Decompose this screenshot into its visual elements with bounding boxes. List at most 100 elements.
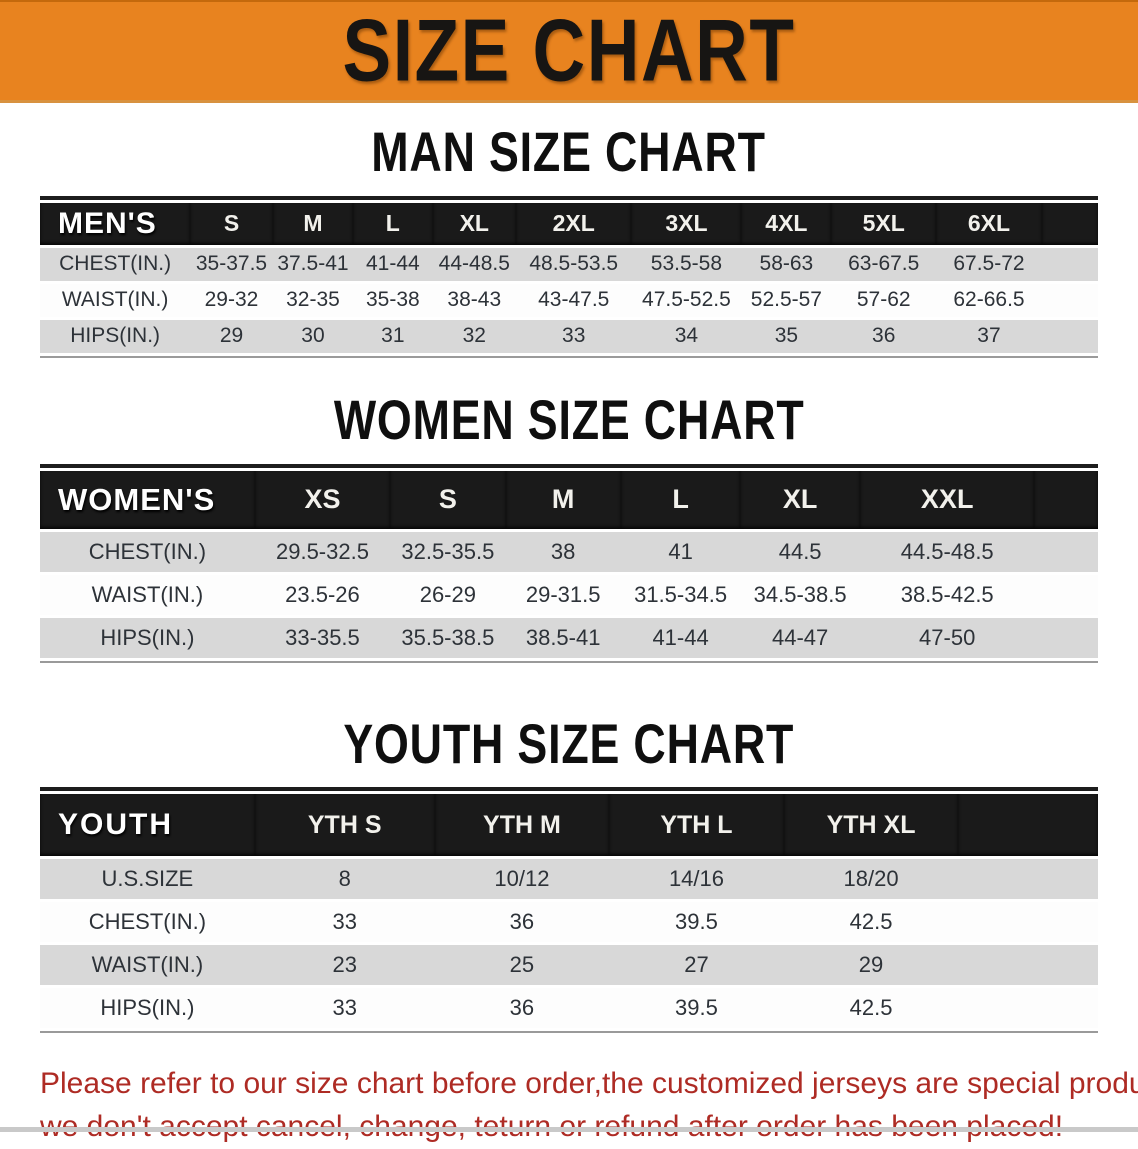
size-value-cell: 29.5-32.5 [275,538,369,564]
size-value-cell: 26-29 [419,581,476,607]
filler-cell [1042,320,1098,353]
size-column-header: XS [254,470,391,529]
size-value-cell: 29-31.5 [525,581,601,607]
size-header-row: YOUTH YTH S YTH M YTH L YTH XL [40,794,1098,857]
size-value-cell: 47.5-52.5 [642,288,731,312]
size-value-cell: 23.5-26 [285,581,360,607]
size-value-cell: 8 [338,866,351,892]
size-column-header: M [272,202,354,245]
size-column-header: YTH S [254,794,435,857]
size-value-cell: 39.5 [675,909,718,935]
size-value-cell: 27 [684,952,709,978]
size-value-cell: 36 [509,909,535,935]
size-value-cell: 29 [858,952,884,978]
size-value-cell: 41 [668,538,693,564]
row-label: WAIST(IN.) [91,952,204,978]
table-corner-label: MEN'S [40,202,191,245]
size-value-cell: 33 [562,324,586,348]
filler-cell [1034,618,1098,658]
size-value-cell: 32-35 [286,288,340,312]
table-corner-label: WOMEN'S [40,470,255,529]
women-size-table: WOMEN'S XS S M L XL XXL CHEST(IN.) 29.5-32.5 32.5… [40,463,1098,663]
size-column-header: XL [740,470,860,529]
table-row: HIPS(IN.) 29 30 31 32 33 34 35 36 37 [40,319,1098,353]
row-label: HIPS(IN.) [100,624,195,650]
youth-size-table: YOUTH YTH S YTH M YTH L YTH XL U.S.SIZE 8 10/12… [40,787,1098,1034]
table-row: WAIST(IN.) 29-32 32-35 35-38 38-43 43-47.5 47.… [40,283,1098,317]
size-column-header: YTH M [434,794,610,857]
size-header-row: WOMEN'S XS S M L XL XXL [40,470,1098,529]
size-value-cell: 37.5-41 [277,252,349,276]
size-value-cell: 33 [332,909,357,935]
size-value-cell: 35 [774,324,799,348]
size-column-header: XXL [859,470,1035,529]
size-value-cell: 58-63 [759,252,814,276]
size-value-cell: 35-37.5 [195,252,268,276]
table-row: CHEST(IN.) 33 36 39.5 42.5 [40,902,1098,943]
size-value-cell: 38.5-41 [525,624,601,650]
size-value-cell: 32.5-35.5 [401,538,495,564]
banner-title: SIZE CHART [342,1,796,100]
size-value-cell: 38-43 [447,288,502,312]
size-value-cell: 52.5-57 [750,288,822,312]
size-column-header: YTH XL [783,794,959,857]
filler-cell [958,794,1098,857]
size-column-header: L [620,470,741,529]
table-row: HIPS(IN.) 33 36 39.5 42.5 [40,988,1098,1029]
size-value-cell: 32 [462,324,486,348]
table-row: WAIST(IN.) 23 25 27 29 [40,945,1098,986]
size-value-cell: 43-47.5 [538,288,610,312]
size-column-header: S [190,202,273,245]
size-value-cell: 44-47 [771,624,829,650]
size-value-cell: 14/16 [668,866,724,892]
size-value-cell: 23 [332,952,357,978]
row-label: WAIST(IN.) [61,288,169,312]
size-value-cell: 39.5 [675,995,718,1021]
size-value-cell: 36 [872,324,896,348]
size-value-cell: 29-32 [204,288,259,312]
table-row: CHEST(IN.) 29.5-32.5 32.5-35.5 38 41 44.5 44.5… [40,531,1098,572]
size-value-cell: 41-44 [652,624,709,650]
filler-cell [958,988,1098,1028]
bottom-edge-strip [0,1127,1138,1132]
filler-cell [1034,532,1098,572]
table-corner-label: YOUTH [40,794,255,857]
row-label: U.S.SIZE [101,866,194,892]
size-value-cell: 18/20 [843,866,899,892]
filler-cell [1034,470,1098,529]
size-chart-banner: SIZE CHART [0,0,1138,103]
size-column-header: 2XL [516,202,632,245]
size-value-cell: 30 [301,324,325,348]
size-value-cell: 44.5-48.5 [900,538,994,564]
table-row: CHEST(IN.) 35-37.5 37.5-41 41-44 44-48.5 48.5… [40,247,1098,281]
size-column-header: 5XL [831,202,937,245]
size-value-cell: 37 [977,324,1001,348]
filler-cell [958,945,1098,985]
size-value-cell: 29 [219,324,244,348]
size-value-cell: 25 [509,952,535,978]
size-value-cell: 44-48.5 [438,252,510,276]
women-section-heading-wrap: WOMEN SIZE CHART [0,390,1138,450]
row-label: WAIST(IN.) [91,581,204,607]
size-value-cell: 44.5 [778,538,822,564]
size-column-header: S [390,470,506,529]
size-value-cell: 63-67.5 [848,252,920,276]
size-value-cell: 47-50 [919,624,976,650]
size-value-cell: 57-62 [856,288,911,312]
size-column-header: YTH L [609,794,784,857]
size-value-cell: 36 [509,995,535,1021]
size-value-cell: 67.5-72 [953,252,1025,276]
row-label: CHEST(IN.) [59,252,172,276]
youth-section-heading-wrap: YOUTH SIZE CHART [0,714,1138,774]
size-value-cell: 10/12 [494,866,550,892]
disclaimer-line-1: Please refer to our size chart before or… [40,1067,1138,1101]
size-value-cell: 42.5 [849,995,893,1021]
row-label: HIPS(IN.) [100,995,195,1021]
row-label: HIPS(IN.) [70,324,161,348]
man-size-chart-heading: MAN SIZE CHART [371,120,767,183]
size-value-cell: 33-35.5 [285,624,360,650]
size-value-cell: 35.5-38.5 [401,624,495,650]
size-value-cell: 33 [332,995,357,1021]
size-value-cell: 34.5-38.5 [753,581,847,607]
